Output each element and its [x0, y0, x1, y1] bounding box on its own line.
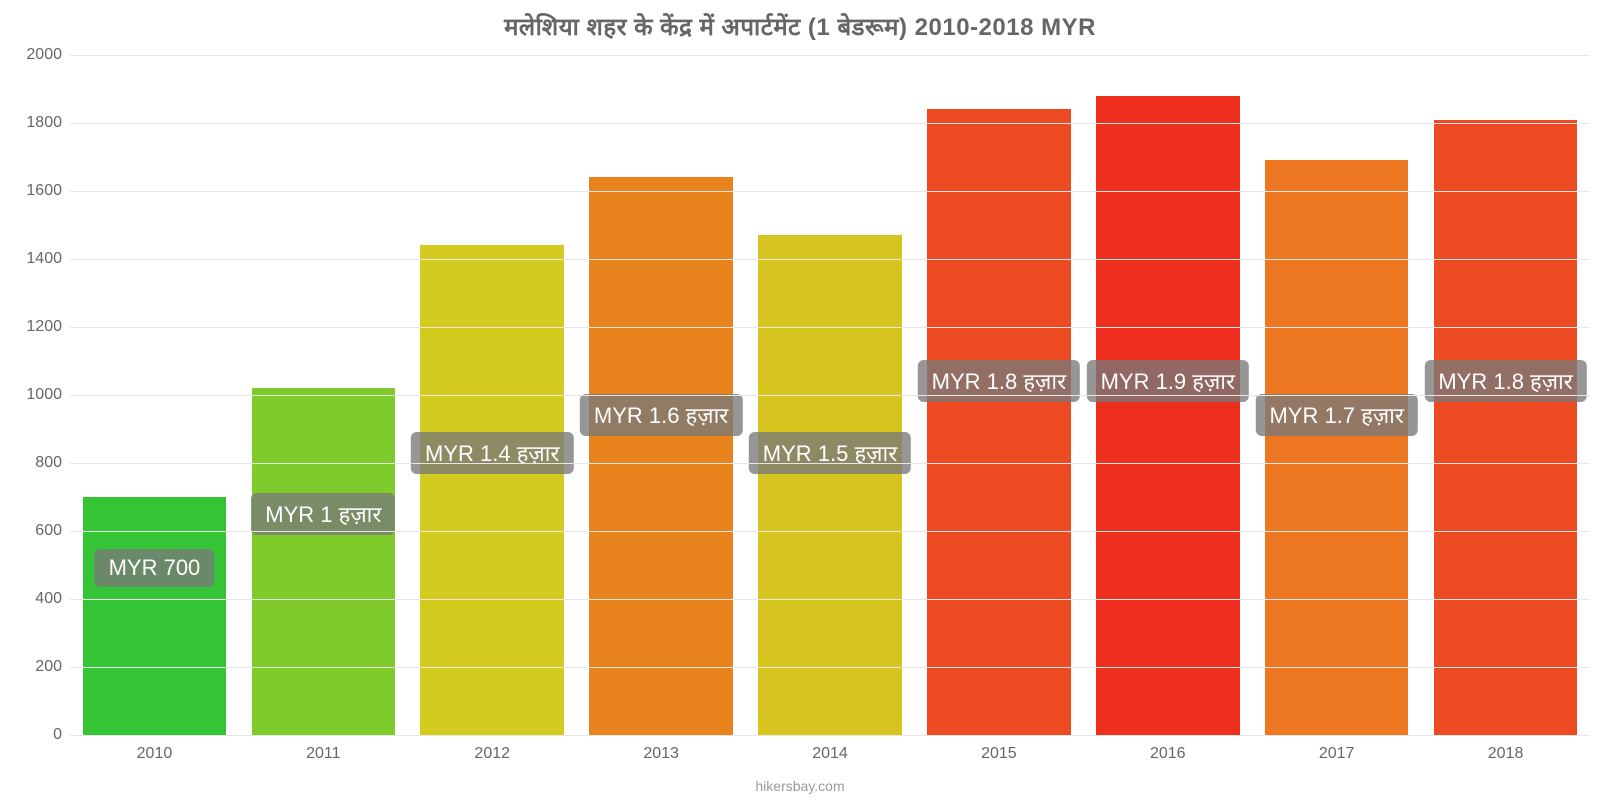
grid-line	[70, 531, 1590, 532]
bar	[589, 177, 733, 735]
x-axis-tick: 2012	[474, 735, 510, 763]
y-axis-tick: 800	[35, 454, 70, 472]
bar	[420, 245, 564, 735]
y-axis-tick: 1400	[26, 250, 70, 268]
chart-title: मलेशिया शहर के केंद्र में अपार्टमेंट (1 …	[0, 0, 1600, 43]
bar	[927, 109, 1071, 735]
bar	[1265, 160, 1409, 735]
grid-line	[70, 191, 1590, 192]
x-axis-tick: 2015	[981, 735, 1017, 763]
bar	[83, 497, 227, 735]
bar	[758, 235, 902, 735]
grid-line	[70, 395, 1590, 396]
grid-line	[70, 463, 1590, 464]
y-axis-tick: 200	[35, 658, 70, 676]
x-axis-tick: 2018	[1488, 735, 1524, 763]
y-axis-tick: 1200	[26, 318, 70, 336]
y-axis-tick: 600	[35, 522, 70, 540]
y-axis-tick: 1800	[26, 114, 70, 132]
grid-line	[70, 55, 1590, 56]
grid-line	[70, 667, 1590, 668]
grid-line	[70, 123, 1590, 124]
x-axis-tick: 2010	[137, 735, 173, 763]
y-axis-tick: 2000	[26, 46, 70, 64]
y-axis-tick: 1600	[26, 182, 70, 200]
x-axis-tick: 2014	[812, 735, 848, 763]
y-axis-tick: 1000	[26, 386, 70, 404]
plot-area: MYR 700MYR 1 हज़ारMYR 1.4 हज़ारMYR 1.6 ह…	[70, 55, 1590, 735]
grid-line	[70, 599, 1590, 600]
x-axis-tick: 2013	[643, 735, 679, 763]
y-axis-tick: 400	[35, 590, 70, 608]
y-axis-tick: 0	[53, 726, 70, 744]
grid-line	[70, 259, 1590, 260]
bar	[252, 388, 396, 735]
x-axis-tick: 2011	[306, 735, 340, 763]
grid-line	[70, 327, 1590, 328]
chart-container: मलेशिया शहर के केंद्र में अपार्टमेंट (1 …	[0, 0, 1600, 800]
x-axis-tick: 2017	[1319, 735, 1355, 763]
x-axis-tick: 2016	[1150, 735, 1186, 763]
bar	[1434, 120, 1578, 735]
footer-credit: hikersbay.com	[755, 778, 844, 794]
